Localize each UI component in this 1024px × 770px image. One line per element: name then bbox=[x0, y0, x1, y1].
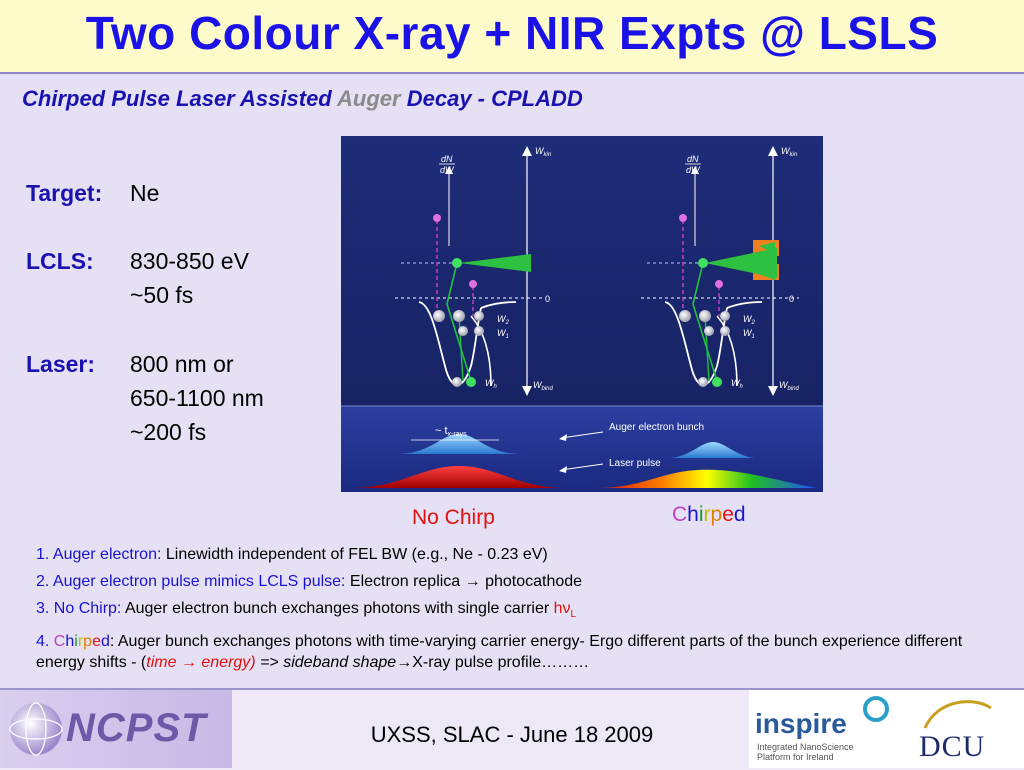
chirped-letter: e bbox=[92, 633, 101, 651]
svg-text:W2: W2 bbox=[497, 314, 510, 326]
zero-label-right: 0 bbox=[789, 294, 794, 304]
dcu-swoosh-icon bbox=[923, 700, 992, 729]
svg-text:dW: dW bbox=[440, 165, 455, 175]
target-value: Ne bbox=[130, 180, 160, 206]
laser-value-duration: ~200 fs bbox=[130, 419, 207, 445]
inspire-logo: inspire bbox=[755, 708, 847, 739]
svg-text:Wbind: Wbind bbox=[533, 380, 554, 392]
chirped-letter: r bbox=[703, 503, 711, 526]
laser-pulse-right bbox=[597, 469, 817, 488]
dn-label-right: dN bbox=[687, 154, 699, 164]
auger-line-chirped bbox=[705, 248, 777, 278]
caption-chirped: Chirped bbox=[672, 503, 746, 527]
chirped-letter: e bbox=[722, 503, 734, 526]
chirped-letter: C bbox=[53, 633, 66, 651]
svg-text:dW: dW bbox=[686, 165, 701, 175]
svg-text:W2: W2 bbox=[743, 314, 756, 326]
note-1: 1. Auger electron: Linewidth independent… bbox=[36, 546, 548, 563]
cpladd-diagram: dN dW Wkin 0 W2 W1 Wh Wbind dN dW Wkin 0… bbox=[341, 136, 823, 492]
note-3: 3. No Chirp: Auger electron bunch exchan… bbox=[36, 600, 577, 621]
dcu-logo: DCU bbox=[919, 730, 986, 763]
chirped-letter: h bbox=[687, 503, 699, 526]
svg-text:W1: W1 bbox=[497, 328, 509, 340]
title-bar: Two Colour X-ray + NIR Expts @ LSLS bbox=[0, 0, 1024, 74]
ncpst-text: NCPST bbox=[66, 706, 207, 750]
chirped-letter: C bbox=[672, 503, 688, 526]
auger-bunch-left bbox=[397, 434, 521, 454]
target-label: Target: bbox=[26, 180, 103, 206]
lcls-value-duration: ~50 fs bbox=[130, 282, 194, 308]
subtitle-auger: Auger bbox=[337, 86, 401, 111]
t-xrays-label: ~ tx-rays bbox=[435, 425, 467, 438]
chirped-letter: p bbox=[83, 633, 93, 651]
slide-subtitle: Chirped Pulse Laser Assisted Auger Decay… bbox=[22, 86, 583, 112]
svg-text:Wh: Wh bbox=[485, 378, 498, 390]
ncpst-logo: NCPST bbox=[0, 690, 232, 768]
laser-value-wavelength: 800 nm or bbox=[130, 351, 234, 377]
lcls-label: LCLS: bbox=[26, 248, 94, 274]
svg-text:Wh: Wh bbox=[731, 378, 744, 390]
auger-bunch-label: Auger electron bunch bbox=[609, 422, 704, 433]
chirped-letter: d bbox=[100, 633, 110, 651]
svg-text:Wbind: Wbind bbox=[779, 380, 800, 392]
chirped-letter: r bbox=[77, 633, 84, 651]
zero-label-left: 0 bbox=[545, 294, 550, 304]
svg-text:W1: W1 bbox=[743, 328, 755, 340]
chirped-letter: p bbox=[710, 503, 723, 526]
wkin-label-right: Wkin bbox=[781, 146, 798, 158]
chirped-letter: i bbox=[74, 633, 78, 651]
subtitle-part3: Decay - CPLADD bbox=[400, 86, 583, 111]
caption-no-chirp: No Chirp bbox=[412, 506, 495, 529]
lcls-value-energy: 830-850 eV bbox=[130, 248, 249, 274]
ncpst-globe-icon bbox=[9, 702, 63, 756]
chirped-letter: h bbox=[65, 633, 75, 651]
partner-logos: inspire Integrated NanoScience Platform f… bbox=[749, 690, 1024, 768]
subtitle-part1: Chirped Pulse Laser Assisted bbox=[22, 86, 338, 111]
note-4: 4. Chirped: Auger bunch exchanges photon… bbox=[36, 633, 963, 672]
dn-label-left: dN bbox=[441, 154, 453, 164]
chirped-letter: d bbox=[733, 503, 746, 526]
chirped-letter: i bbox=[698, 503, 704, 526]
laser-pulse-label: Laser pulse bbox=[609, 458, 661, 469]
laser-pulse-left bbox=[351, 466, 567, 488]
slide-title: Two Colour X-ray + NIR Expts @ LSLS bbox=[85, 7, 939, 59]
laser-value-range: 650-1100 nm bbox=[130, 385, 264, 411]
wkin-label-left: Wkin bbox=[535, 146, 552, 158]
notes: 1. Auger electron: Linewidth independent… bbox=[36, 544, 996, 679]
inspire-subtitle: Integrated NanoScience Platform for Irela… bbox=[757, 742, 854, 762]
auger-bunch-right bbox=[671, 442, 755, 458]
inspire-ring-icon bbox=[863, 696, 889, 722]
laser-label: Laser: bbox=[26, 351, 96, 377]
note-2: 2. Auger electron pulse mimics LCLS puls… bbox=[36, 573, 583, 590]
footer-text: UXSS, SLAC - June 18 2009 bbox=[370, 722, 654, 747]
auger-line-no-chirp bbox=[459, 254, 531, 272]
